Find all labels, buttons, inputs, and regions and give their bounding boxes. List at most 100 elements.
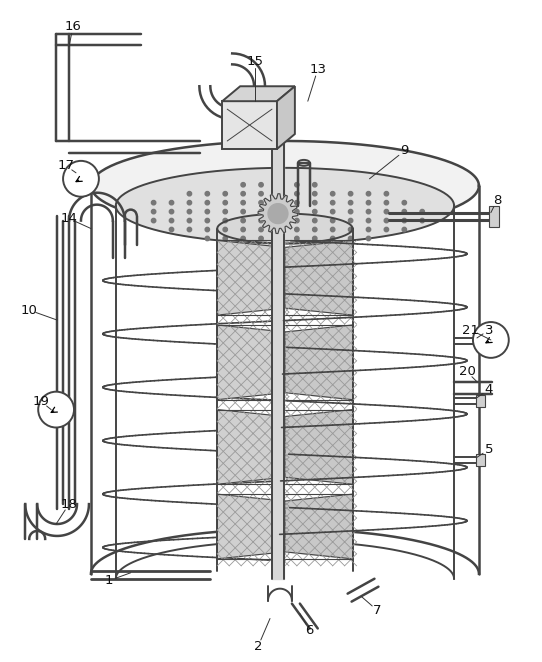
Circle shape (223, 191, 228, 196)
Circle shape (384, 218, 389, 222)
Circle shape (241, 183, 246, 187)
Circle shape (241, 191, 246, 196)
Circle shape (331, 191, 335, 196)
Circle shape (366, 218, 371, 222)
Polygon shape (285, 410, 353, 484)
Text: 9: 9 (400, 144, 409, 158)
Circle shape (241, 236, 246, 241)
Circle shape (187, 201, 192, 205)
Text: 19: 19 (33, 395, 50, 408)
Text: 14: 14 (61, 212, 78, 225)
Circle shape (473, 322, 509, 358)
Circle shape (366, 227, 371, 232)
Text: 1: 1 (105, 574, 113, 587)
Circle shape (277, 209, 281, 214)
Circle shape (349, 227, 353, 232)
Polygon shape (116, 168, 454, 244)
Circle shape (259, 183, 263, 187)
Circle shape (366, 191, 371, 196)
Circle shape (205, 236, 210, 241)
Polygon shape (217, 325, 285, 400)
Circle shape (349, 209, 353, 214)
Text: 18: 18 (61, 498, 78, 510)
Polygon shape (217, 240, 285, 315)
Circle shape (349, 191, 353, 196)
Text: 7: 7 (373, 604, 382, 617)
Circle shape (402, 209, 406, 214)
Circle shape (313, 227, 317, 232)
Circle shape (259, 218, 263, 222)
Circle shape (38, 392, 74, 428)
Polygon shape (217, 494, 285, 559)
Circle shape (277, 183, 281, 187)
Circle shape (331, 218, 335, 222)
Circle shape (331, 209, 335, 214)
Circle shape (205, 218, 210, 222)
Circle shape (169, 209, 173, 214)
Circle shape (205, 209, 210, 214)
Text: 20: 20 (459, 365, 475, 378)
Circle shape (223, 209, 228, 214)
Circle shape (259, 236, 263, 241)
Text: 2: 2 (254, 640, 262, 653)
Circle shape (259, 191, 263, 196)
Circle shape (331, 236, 335, 241)
Circle shape (277, 201, 281, 205)
Circle shape (366, 209, 371, 214)
Circle shape (223, 218, 228, 222)
Circle shape (295, 227, 299, 232)
Circle shape (169, 227, 173, 232)
Circle shape (295, 236, 299, 241)
Polygon shape (476, 454, 485, 466)
Circle shape (313, 218, 317, 222)
Polygon shape (476, 395, 485, 406)
Circle shape (420, 218, 424, 222)
Circle shape (187, 218, 192, 222)
Circle shape (241, 201, 246, 205)
Circle shape (277, 218, 281, 222)
Circle shape (187, 209, 192, 214)
Circle shape (313, 191, 317, 196)
Circle shape (241, 209, 246, 214)
Circle shape (205, 201, 210, 205)
Polygon shape (91, 141, 479, 230)
Text: 6: 6 (306, 624, 314, 637)
Text: 21: 21 (462, 324, 480, 336)
Circle shape (259, 227, 263, 232)
Circle shape (295, 201, 299, 205)
Circle shape (402, 227, 406, 232)
Circle shape (295, 209, 299, 214)
Text: 17: 17 (57, 160, 75, 172)
Circle shape (205, 191, 210, 196)
Polygon shape (217, 410, 285, 484)
Circle shape (259, 209, 263, 214)
Circle shape (277, 191, 281, 196)
Text: 4: 4 (485, 383, 493, 396)
Circle shape (384, 209, 389, 214)
Circle shape (384, 201, 389, 205)
Circle shape (313, 201, 317, 205)
Circle shape (402, 201, 406, 205)
Circle shape (277, 236, 281, 241)
Circle shape (151, 201, 156, 205)
Polygon shape (476, 335, 485, 347)
Circle shape (223, 236, 228, 241)
Circle shape (169, 201, 173, 205)
Circle shape (402, 218, 406, 222)
Circle shape (384, 191, 389, 196)
Text: 16: 16 (64, 20, 81, 33)
Circle shape (151, 209, 156, 214)
Polygon shape (489, 206, 499, 226)
Circle shape (313, 236, 317, 241)
Ellipse shape (298, 160, 310, 166)
Polygon shape (222, 101, 277, 149)
Circle shape (295, 183, 299, 187)
Circle shape (268, 204, 288, 224)
Polygon shape (217, 214, 353, 244)
Circle shape (349, 236, 353, 241)
Circle shape (366, 236, 371, 241)
Circle shape (259, 201, 263, 205)
Text: 8: 8 (493, 194, 501, 207)
Circle shape (205, 227, 210, 232)
Circle shape (151, 218, 156, 222)
